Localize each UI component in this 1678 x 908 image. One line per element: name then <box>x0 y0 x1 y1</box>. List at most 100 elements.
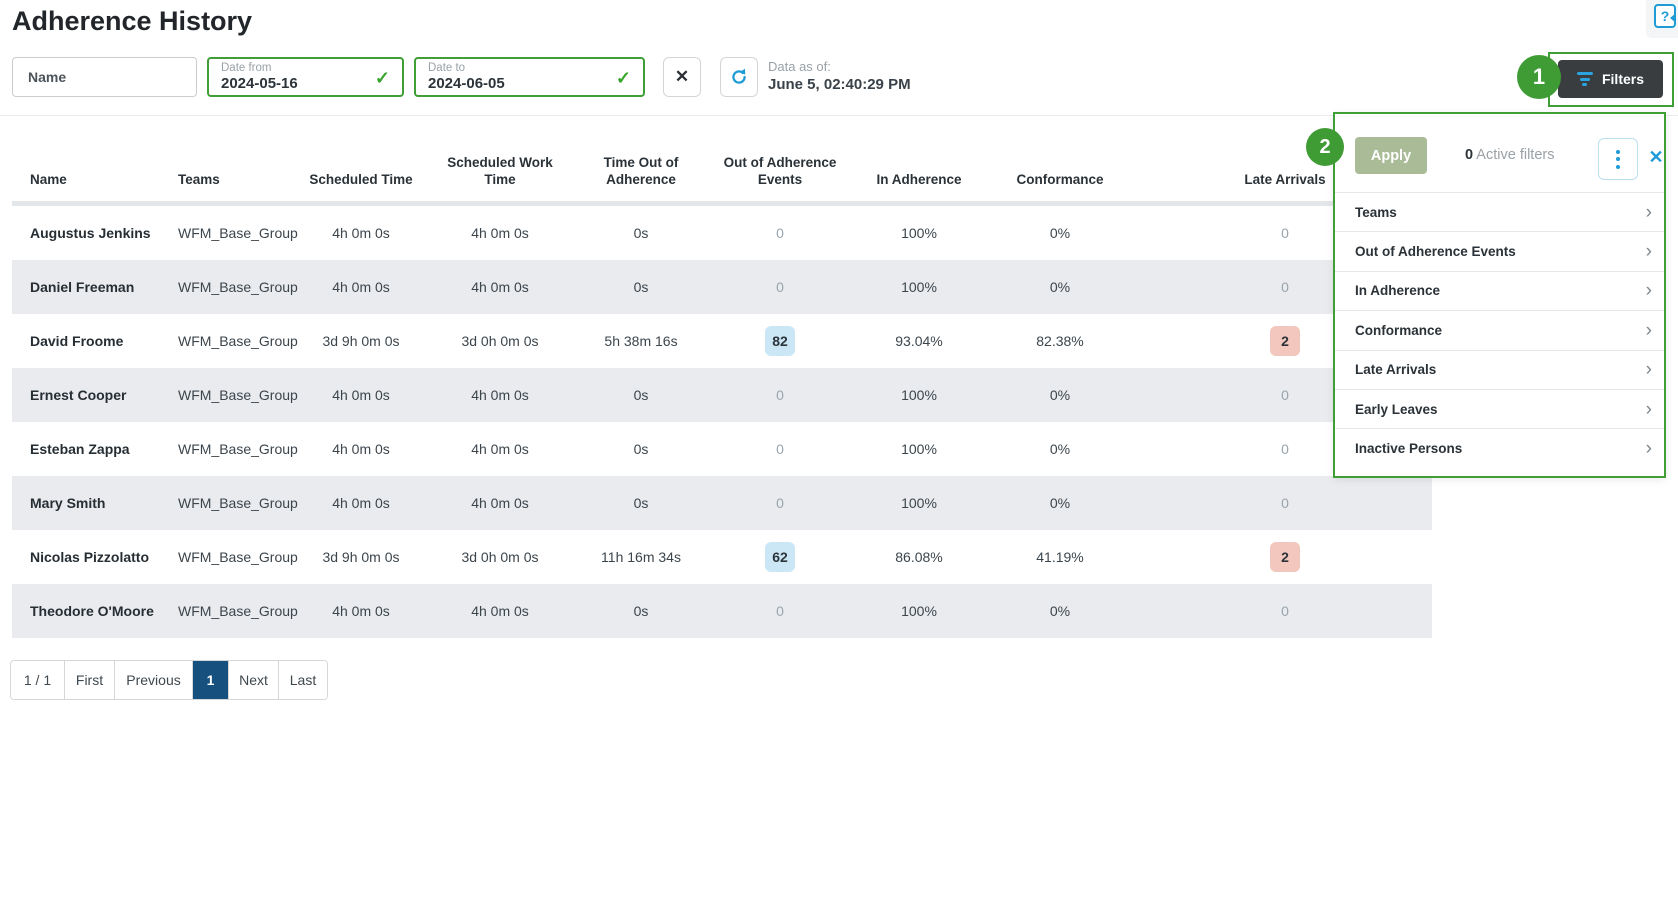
cell-time-out-of-adherence: 0s <box>633 225 649 241</box>
cell-time-out-of-adherence: 11h 16m 34s <box>601 549 681 565</box>
help-button[interactable]: ? <box>1646 0 1678 38</box>
cell-name: Daniel Freeman <box>30 279 135 295</box>
cell-out-of-adherence-events: 0 <box>704 225 856 241</box>
column-header-name[interactable]: Name <box>30 172 67 187</box>
count-badge: 82 <box>765 326 795 356</box>
cell-scheduled-time: 4h 0m 0s <box>332 225 390 241</box>
callout-badge-1: 1 <box>1517 55 1561 99</box>
column-header-teams[interactable]: Teams <box>178 172 220 187</box>
column-header-out-of-adherence-events[interactable]: Out of Adherence Events <box>723 155 837 187</box>
filter-item-inactive-persons[interactable]: Inactive Persons › <box>1335 428 1664 468</box>
column-header-time-out-of-adherence[interactable]: Time Out of Adherence <box>603 155 679 187</box>
filter-item-conformance[interactable]: Conformance › <box>1335 310 1664 350</box>
cell-conformance: 0% <box>1049 387 1071 403</box>
previous-page-button[interactable]: Previous <box>115 661 193 699</box>
table-row[interactable]: Ernest Cooper WFM_Base_Group 4h 0m 0s 4h 0m… <box>12 368 1432 422</box>
column-header-late-arrivals[interactable]: Late Arrivals <box>1244 172 1326 187</box>
filters-button-label: Filters <box>1601 71 1644 87</box>
apply-button[interactable]: Apply <box>1355 137 1427 174</box>
filter-item-in-adherence[interactable]: In Adherence › <box>1335 270 1664 311</box>
clear-dates-button[interactable]: ✕ <box>663 57 701 97</box>
table-row[interactable]: Augustus Jenkins WFM_Base_Group 4h 0m 0s 4h… <box>12 206 1432 260</box>
filter-item-label: Conformance <box>1355 322 1443 338</box>
cell-scheduled-time: 4h 0m 0s <box>332 603 390 619</box>
filter-item-out-of-adherence-events[interactable]: Out of Adherence Events › <box>1335 231 1664 271</box>
date-from-field[interactable]: Date from 2024-05-16 ✓ <box>207 57 404 97</box>
pagination: 1 / 1 First Previous 1 Next Last <box>10 660 328 700</box>
refresh-icon <box>732 68 746 84</box>
cell-time-out-of-adherence: 0s <box>633 603 649 619</box>
close-icon: ✕ <box>1648 146 1664 167</box>
cell-out-of-adherence-events: 82 <box>704 326 856 356</box>
clear-icon: ✕ <box>674 67 690 86</box>
toolbar: Date from 2024-05-16 ✓ Date to 2024-06-0… <box>0 57 1678 97</box>
cell-teams: WFM_Base_Group <box>178 333 298 349</box>
filter-item-label: Late Arrivals <box>1355 362 1437 378</box>
cell-teams: WFM_Base_Group <box>178 603 298 619</box>
chevron-right-icon: › <box>1645 319 1652 341</box>
name-filter-input[interactable] <box>12 57 197 97</box>
current-page-button[interactable]: 1 <box>193 661 229 699</box>
close-filters-button[interactable]: ✕ <box>1645 144 1667 170</box>
cell-teams: WFM_Base_Group <box>178 225 298 241</box>
cell-conformance: 82.38% <box>1036 333 1084 349</box>
refresh-button[interactable] <box>720 57 758 97</box>
more-options-button[interactable] <box>1598 138 1638 180</box>
count-badge: 2 <box>1270 326 1300 356</box>
cell-in-adherence: 86.08% <box>895 549 943 565</box>
date-to-field[interactable]: Date to 2024-06-05 ✓ <box>414 57 645 97</box>
filter-item-label: Out of Adherence Events <box>1355 244 1516 260</box>
cell-name: Theodore O'Moore <box>30 603 154 619</box>
last-page-button[interactable]: Last <box>279 661 327 699</box>
cell-late-arrivals: 0 <box>1138 603 1432 619</box>
callout-badge-2: 2 <box>1306 128 1344 166</box>
next-page-button[interactable]: Next <box>229 661 279 699</box>
cell-scheduled-time: 3d 9h 0m 0s <box>322 549 400 565</box>
chevron-right-icon: › <box>1645 241 1652 263</box>
date-to-value: 2024-06-05 <box>428 75 505 92</box>
active-filters-suffix: Active filters <box>1473 147 1555 163</box>
cell-in-adherence: 100% <box>901 495 937 511</box>
cell-late-arrivals: 0 <box>1138 279 1432 295</box>
table-row[interactable]: Theodore O'Moore WFM_Base_Group 4h 0m 0s 4h… <box>12 584 1432 638</box>
contextual-help-icon: ? <box>1654 4 1676 28</box>
count-badge: 2 <box>1270 542 1300 572</box>
column-header-conformance[interactable]: Conformance <box>1016 172 1104 187</box>
filter-item-teams[interactable]: Teams › <box>1335 192 1664 232</box>
filter-item-late-arrivals[interactable]: Late Arrivals › <box>1335 349 1664 389</box>
first-page-button[interactable]: First <box>65 661 115 699</box>
filters-button[interactable]: Filters <box>1558 60 1663 98</box>
cell-out-of-adherence-events: 0 <box>704 603 856 619</box>
page-summary: 1 / 1 <box>11 661 65 699</box>
cell-conformance: 0% <box>1049 225 1071 241</box>
cell-late-arrivals: 0 <box>1138 441 1432 457</box>
column-header-scheduled-work-time[interactable]: Scheduled Work Time <box>447 155 553 187</box>
column-header-scheduled-time[interactable]: Scheduled Time <box>309 172 413 187</box>
cell-name: Augustus Jenkins <box>30 225 151 241</box>
cell-name: Mary Smith <box>30 495 106 511</box>
filter-item-early-leaves[interactable]: Early Leaves › <box>1335 388 1664 429</box>
cell-teams: WFM_Base_Group <box>178 279 298 295</box>
table-row[interactable]: Daniel Freeman WFM_Base_Group 4h 0m 0s 4h 0… <box>12 260 1432 314</box>
cell-teams: WFM_Base_Group <box>178 441 298 457</box>
count-badge: 62 <box>765 542 795 572</box>
table-row[interactable]: Mary Smith WFM_Base_Group 4h 0m 0s 4h 0m 0s… <box>12 476 1432 530</box>
cell-teams: WFM_Base_Group <box>178 549 298 565</box>
date-to-label: Date to <box>428 62 466 74</box>
check-icon: ✓ <box>615 68 631 88</box>
cell-time-out-of-adherence: 0s <box>633 441 649 457</box>
table-row[interactable]: Esteban Zappa WFM_Base_Group 4h 0m 0s 4h 0m… <box>12 422 1432 476</box>
cell-teams: WFM_Base_Group <box>178 387 298 403</box>
filter-item-label: Early Leaves <box>1355 401 1438 417</box>
cell-conformance: 0% <box>1049 441 1071 457</box>
filter-item-label: In Adherence <box>1355 283 1441 299</box>
table-row[interactable]: Nicolas Pizzolatto WFM_Base_Group 3d 9h 0m… <box>12 530 1432 584</box>
count-value: 0 <box>776 279 784 295</box>
table-row[interactable]: David Froome WFM_Base_Group 3d 9h 0m 0s 3d … <box>12 314 1432 368</box>
chevron-right-icon: › <box>1645 201 1652 223</box>
column-header-in-adherence[interactable]: In Adherence <box>876 172 962 187</box>
cell-late-arrivals: 0 <box>1138 495 1432 511</box>
cell-in-adherence: 100% <box>901 279 937 295</box>
cell-late-arrivals: 2 <box>1138 542 1432 572</box>
cell-time-out-of-adherence: 0s <box>633 387 649 403</box>
